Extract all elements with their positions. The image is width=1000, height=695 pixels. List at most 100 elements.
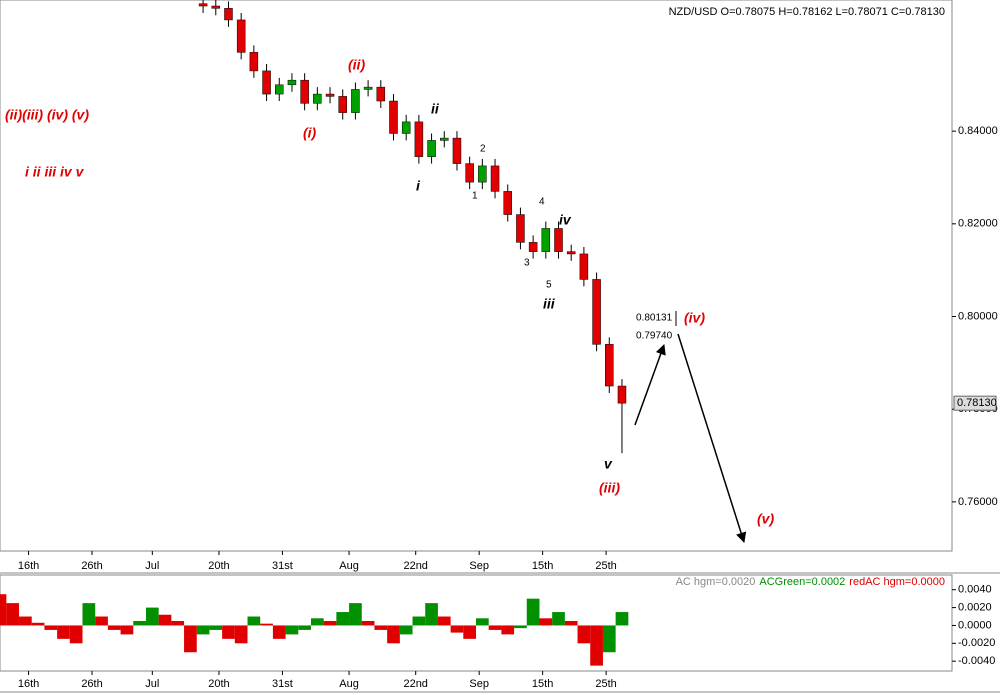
x-tick-label: Sep: [469, 678, 489, 690]
y-tick-label: 0.82000: [958, 218, 998, 230]
annotation: i: [416, 178, 421, 194]
y-tick-label: -0.0020: [958, 637, 995, 649]
x-tick-label: 22nd: [403, 678, 427, 690]
candle-body: [351, 89, 360, 113]
indicator-title: AC hgm=0.0020: [676, 576, 756, 588]
ac-bar: [120, 625, 134, 635]
candle-body: [401, 121, 411, 134]
y-tick-label: 0.0020: [958, 602, 992, 614]
candle-body: [414, 121, 424, 157]
x-tick-label: 26th: [81, 678, 102, 690]
ac-bar: [577, 625, 591, 644]
candle-body: [579, 253, 589, 280]
candle-body: [236, 19, 246, 53]
candle-body: [503, 191, 512, 215]
annotation: iv: [559, 212, 572, 228]
annotation: 4: [539, 197, 545, 208]
candle-body: [465, 163, 474, 183]
annotation: i ii iii iv v: [25, 164, 85, 180]
candle-body: [224, 8, 233, 21]
ac-bar: [19, 616, 32, 626]
ac-bar: [222, 625, 235, 639]
x-tick-label: 31st: [272, 678, 293, 690]
last-price-label: 0.78130: [957, 397, 997, 409]
annotation: (iii): [599, 480, 620, 496]
ac-bar: [514, 625, 527, 629]
annotation: (v): [757, 511, 774, 527]
y-tick-label: 0.84000: [958, 125, 998, 137]
x-tick-label: Sep: [469, 560, 489, 572]
x-tick-label: Jul: [145, 560, 159, 572]
candle-body: [440, 137, 449, 141]
ac-bar: [552, 612, 565, 626]
annotation: (i): [303, 125, 317, 141]
annotation: (ii): [348, 57, 365, 73]
ac-bar: [310, 618, 324, 626]
ac-bar: [374, 625, 388, 630]
ac-bar: [158, 614, 172, 626]
candle-body: [338, 96, 347, 113]
ac-bar: [260, 623, 273, 626]
ac-bar: [412, 616, 426, 626]
ac-bar: [501, 625, 515, 635]
chart-title: NZD/USD O=0.78075 H=0.78162 L=0.78071 C=…: [669, 6, 945, 18]
ac-bar: [615, 612, 629, 626]
indicator-legend: AC hgm=0.0020 ACGreen=0.0002 redAC hgm=0.0…: [676, 576, 945, 588]
y-tick-label: 0.0040: [958, 584, 992, 596]
ac-bar: [387, 625, 400, 644]
candle-body: [389, 100, 398, 134]
ac-bar: [475, 618, 489, 626]
x-tick-label: Aug: [339, 678, 359, 690]
candle-body: [554, 228, 563, 252]
ac-bar: [82, 603, 96, 626]
ac-bar: [57, 625, 70, 639]
candle-body: [211, 5, 221, 9]
annotation: 3: [524, 258, 530, 269]
x-tick-label: 25th: [595, 560, 616, 572]
ac-bar: [488, 625, 502, 630]
candle-body: [198, 3, 208, 7]
ac-bar: [247, 616, 261, 626]
annotation: 0.79740: [636, 331, 673, 342]
ac-bar: [107, 625, 121, 630]
candle-body: [592, 279, 601, 345]
ac-bar: [171, 620, 185, 626]
candle-body: [478, 165, 487, 183]
ac-bar: [285, 625, 299, 635]
price-panel: [0, 0, 953, 552]
ac-bar: [399, 625, 413, 635]
x-tick-label: 15th: [532, 678, 553, 690]
x-tick-label: 25th: [595, 678, 616, 690]
legend-entry: redAC hgm=0.0000: [849, 576, 945, 588]
annotation: iii: [543, 296, 556, 312]
candle-body: [300, 79, 309, 104]
ac-bar: [539, 618, 553, 626]
ac-bar: [95, 616, 108, 626]
ac-bar: [145, 607, 159, 626]
ac-bar: [184, 625, 197, 653]
ac-bar: [209, 625, 223, 630]
ac-bar: [323, 620, 337, 626]
x-tick-label: 26th: [81, 560, 102, 572]
annotation: 2: [480, 144, 486, 155]
x-tick-label: 31st: [272, 560, 293, 572]
annotation: 5: [546, 280, 552, 291]
ac-bar: [69, 625, 83, 644]
annotation: (ii)(iii) (iv) (v): [5, 107, 89, 123]
x-tick-label: 20th: [208, 678, 229, 690]
candle-body: [262, 70, 271, 95]
ac-bar: [361, 620, 375, 626]
legend-entry: ACGreen=0.0002: [759, 576, 845, 588]
ac-bar: [272, 625, 286, 639]
annotation: 0.80131: [636, 313, 673, 324]
y-tick-label: 0.76000: [958, 496, 998, 508]
ac-bar: [133, 620, 146, 626]
candle-body: [363, 86, 373, 90]
candle-body: [541, 228, 551, 252]
x-tick-label: 16th: [18, 560, 39, 572]
x-tick-label: 20th: [208, 560, 229, 572]
candle-body: [376, 86, 386, 102]
candle-body: [325, 93, 335, 97]
